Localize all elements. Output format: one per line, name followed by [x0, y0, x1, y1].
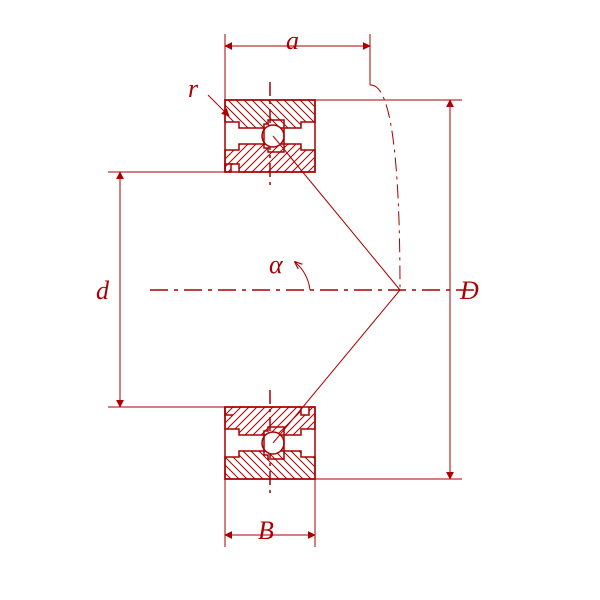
label-r: r — [188, 74, 198, 104]
label-B: B — [258, 516, 274, 546]
bearing-top — [225, 100, 315, 172]
label-d: d — [96, 276, 109, 306]
label-D: D — [460, 276, 479, 306]
bearing-bottom — [225, 407, 315, 479]
diagram-svg — [0, 0, 600, 600]
label-a: a — [286, 26, 299, 56]
label-alpha: α — [269, 250, 283, 280]
bearing-diagram: a r d D B α — [0, 0, 600, 600]
